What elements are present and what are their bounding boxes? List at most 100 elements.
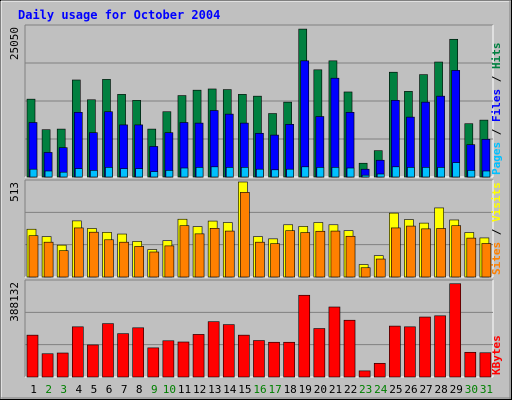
- bar-pages-day-7: [120, 168, 128, 178]
- x-tick-label-day-10: 10: [163, 383, 176, 396]
- bar-sites-day-9: [149, 251, 160, 278]
- bar-sites-day-13: [209, 227, 220, 278]
- bar-pages-day-28: [437, 167, 445, 178]
- x-tick-label-day-31: 31: [480, 383, 493, 396]
- bar-sites-day-27: [421, 228, 431, 278]
- x-tick-label-day-8: 8: [136, 383, 143, 396]
- bar-kbytes-day-19: [298, 294, 311, 378]
- x-tick-label-day-6: 6: [106, 383, 113, 396]
- legend-entry: Sites: [490, 242, 503, 275]
- x-tick-label-day-22: 22: [344, 383, 357, 396]
- bar-sites-day-15: [240, 192, 250, 278]
- x-tick-label-day-15: 15: [238, 383, 251, 396]
- bar-files-day-25: [391, 100, 400, 178]
- bar-sites-day-19: [300, 232, 311, 278]
- panel-kbytes: 388132 KBytes: [8, 279, 503, 378]
- panel-visits-sites: 513 Sites / Visits: [8, 179, 503, 278]
- legend-entry: /: [490, 222, 503, 242]
- bar-kbytes-day-14: [222, 324, 235, 378]
- chart-panels: 25050 Pages / Files / Hits 513 Sites / Visi…: [8, 24, 503, 378]
- bar-pages-day-21: [331, 167, 340, 178]
- bar-sites-day-12: [194, 233, 205, 278]
- bar-pages-day-5: [90, 170, 98, 178]
- x-tick-label-day-23: 23: [359, 383, 372, 396]
- bar-sites-day-2: [43, 241, 54, 278]
- bar-files-day-1: [28, 122, 38, 178]
- bar-pages-day-16: [256, 168, 264, 178]
- bar-files-day-19: [300, 60, 310, 178]
- bar-kbytes-day-13: [207, 321, 220, 378]
- bar-pages-day-20: [316, 167, 325, 178]
- bar-kbytes-day-8: [132, 327, 144, 378]
- bar-kbytes-day-5: [87, 344, 99, 378]
- bar-sites-day-7: [119, 241, 129, 278]
- bar-kbytes-day-17: [268, 341, 280, 378]
- legend-entry: KBytes: [490, 335, 503, 375]
- x-tick-label-day-18: 18: [284, 383, 297, 396]
- legend-entry: /: [490, 69, 503, 89]
- legend-entry: Files: [490, 89, 503, 122]
- bar-kbytes-day-18: [283, 341, 295, 378]
- bar-pages-day-15: [241, 167, 249, 178]
- x-tick-label-day-21: 21: [329, 383, 342, 396]
- bar-kbytes-day-1: [26, 334, 39, 378]
- bar-kbytes-day-6: [102, 323, 114, 378]
- x-tick-label-day-29: 29: [450, 383, 463, 396]
- bar-kbytes-day-2: [41, 353, 54, 378]
- bar-sites-day-24: [375, 258, 386, 278]
- panel-legend-label: KBytes: [490, 335, 503, 375]
- panel-bars: [26, 283, 492, 378]
- bar-pages-day-17: [271, 169, 279, 178]
- bar-sites-day-4: [73, 227, 84, 278]
- bar-sites-day-17: [270, 243, 280, 278]
- panel-bars: [26, 28, 491, 178]
- bar-pages-day-12: [195, 167, 204, 178]
- bar-pages-day-9: [150, 171, 159, 178]
- bar-sites-day-20: [315, 230, 326, 278]
- bar-pages-day-23: [361, 174, 370, 178]
- x-tick-label-day-5: 5: [91, 383, 98, 396]
- bar-kbytes-day-31: [479, 352, 492, 378]
- bar-kbytes-day-21: [328, 306, 341, 378]
- bar-pages-day-31: [482, 170, 491, 178]
- bar-kbytes-day-16: [253, 340, 265, 378]
- legend-entry: Visits: [490, 182, 503, 222]
- x-tick-label-day-3: 3: [60, 383, 67, 396]
- x-tick-label-day-24: 24: [374, 383, 388, 396]
- bar-kbytes-day-15: [238, 334, 250, 378]
- bar-kbytes-day-29: [449, 283, 462, 378]
- bar-files-day-21: [330, 77, 340, 178]
- bar-pages-day-19: [301, 166, 310, 178]
- bar-pages-day-10: [165, 170, 174, 178]
- x-tick-label-day-9: 9: [151, 383, 158, 396]
- x-tick-label-day-13: 13: [208, 383, 221, 396]
- x-tick-label-day-16: 16: [253, 383, 266, 396]
- x-tick-label-day-2: 2: [45, 383, 52, 396]
- bar-sites-day-28: [436, 228, 446, 278]
- panel-max-label: 25050: [8, 27, 21, 60]
- bar-kbytes-day-27: [419, 316, 431, 378]
- bar-pages-day-24: [376, 173, 385, 178]
- bar-sites-day-1: [28, 235, 39, 278]
- bar-pages-day-3: [59, 171, 68, 178]
- bar-sites-day-26: [406, 225, 416, 278]
- x-tick-label-day-7: 7: [121, 383, 128, 396]
- bar-pages-day-4: [74, 168, 83, 178]
- legend-entry: Hits: [490, 43, 503, 70]
- x-tick-label-day-28: 28: [435, 383, 448, 396]
- bar-kbytes-day-9: [147, 347, 160, 378]
- panel-max-label: 388132: [8, 282, 21, 322]
- x-tick-label-day-19: 19: [299, 383, 312, 396]
- bar-pages-day-2: [44, 170, 53, 178]
- x-tick-label-day-12: 12: [193, 383, 206, 396]
- panel-legend-label: Pages / Files / Hits: [490, 43, 503, 176]
- bar-kbytes-day-22: [343, 319, 356, 378]
- bar-kbytes-day-30: [464, 351, 477, 378]
- panel-bars: [26, 181, 492, 278]
- panel-max-label: 513: [8, 182, 21, 202]
- bar-kbytes-day-12: [192, 334, 205, 378]
- bar-sites-day-22: [345, 235, 356, 278]
- bar-pages-day-11: [180, 167, 189, 178]
